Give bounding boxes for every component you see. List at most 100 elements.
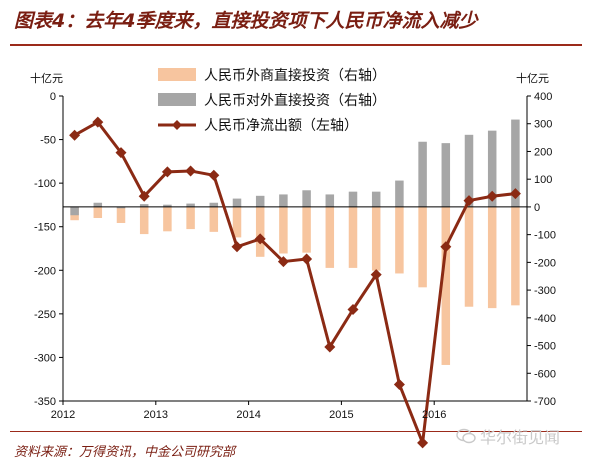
net-outflow-point-2012-07 bbox=[115, 147, 127, 159]
inward-fdi-bar-2014-10 bbox=[325, 206, 335, 268]
outward-odi-bar-2015-04 bbox=[371, 191, 381, 207]
outward-odi-bar-2014-10 bbox=[325, 194, 335, 207]
net-outflow-polyline bbox=[73, 120, 516, 445]
outward-odi-bar-2015-07 bbox=[395, 180, 404, 207]
inward-fdi-bar-2013-07 bbox=[209, 206, 219, 232]
outward-odi-bar-2012-04 bbox=[93, 202, 103, 207]
right-tick-label: -300 bbox=[534, 285, 556, 297]
inward-fdi-bar-2016-01 bbox=[441, 206, 451, 365]
inward-fdi-bar-2014-04 bbox=[279, 206, 288, 254]
net-outflow-point-2016-04 bbox=[463, 195, 475, 207]
net-outflow-point-2016-01 bbox=[440, 241, 452, 253]
net-outflow-point-2014-04 bbox=[277, 256, 289, 268]
watermark: 华尔街见闻 bbox=[456, 424, 560, 448]
legend-swatch-net-marker bbox=[172, 120, 182, 130]
legend-swatch-outward bbox=[158, 93, 196, 106]
inward-fdi-bars bbox=[70, 206, 520, 365]
right-tick-label: -100 bbox=[534, 230, 556, 242]
outward-odi-bar-2014-01 bbox=[255, 195, 265, 207]
legend-label: 人民币对外直接投资（右轴） bbox=[204, 92, 386, 109]
inward-fdi-bar-2013-10 bbox=[232, 206, 242, 238]
net-outflow-point-2016-07 bbox=[486, 190, 498, 202]
inward-fdi-bar-2012-10 bbox=[139, 206, 149, 235]
net-outflow-point-2013-01 bbox=[161, 166, 173, 178]
title-rule bbox=[10, 44, 582, 46]
right-tick-label: 400 bbox=[534, 91, 552, 103]
outward-odi-bar-2015-10 bbox=[418, 141, 427, 207]
inward-fdi-bar-2016-04 bbox=[464, 206, 474, 307]
outward-odi-bar-2015-01 bbox=[348, 191, 358, 207]
x-tick-label: 2015 bbox=[329, 409, 353, 421]
inward-fdi-bar-2015-01 bbox=[348, 206, 358, 268]
x-tick-label: 2014 bbox=[236, 409, 260, 421]
outward-odi-bar-2013-07 bbox=[209, 202, 219, 207]
net-outflow-point-2012-10 bbox=[138, 190, 150, 202]
right-tick-label: 100 bbox=[534, 174, 552, 186]
outward-odi-bar-2016-10 bbox=[511, 119, 520, 207]
outward-odi-bar-2012-10 bbox=[139, 204, 149, 207]
right-tick-label: -500 bbox=[534, 341, 556, 353]
right-tick-label: 200 bbox=[534, 146, 552, 158]
inward-fdi-bar-2016-10 bbox=[511, 206, 520, 306]
left-tick-label: -50 bbox=[40, 135, 56, 147]
outward-odi-bar-2013-01 bbox=[163, 204, 172, 207]
legend-label: 人民币外商直接投资（右轴） bbox=[204, 67, 386, 84]
net-outflow-line bbox=[69, 116, 521, 449]
legend-label: 人民币净流出额（左轴） bbox=[204, 118, 358, 134]
outward-odi-bar-2016-04 bbox=[464, 134, 474, 207]
x-tick-label: 2012 bbox=[51, 409, 75, 421]
inward-fdi-bar-2015-04 bbox=[371, 206, 381, 271]
inward-fdi-bar-2012-07 bbox=[116, 206, 126, 223]
right-axis-unit: 十亿元 bbox=[516, 71, 549, 85]
left-axis-unit: 十亿元 bbox=[30, 71, 63, 85]
left-tick-label: -150 bbox=[34, 222, 56, 234]
net-outflow-point-2013-07 bbox=[208, 169, 220, 181]
inward-fdi-bar-2016-07 bbox=[487, 206, 497, 309]
inward-fdi-bar-2014-01 bbox=[255, 206, 265, 257]
tick-labels: 0 -50 -100 -150 -200 -250 -300 -350 400 300 200 100… bbox=[30, 71, 556, 421]
right-tick-label: -600 bbox=[534, 368, 556, 380]
left-tick-label: 0 bbox=[50, 91, 56, 103]
net-outflow-point-2014-01 bbox=[254, 233, 266, 245]
outward-odi-bar-2013-04 bbox=[186, 203, 195, 207]
net-outflow-point-2013-04 bbox=[185, 165, 197, 177]
inward-fdi-bar-2014-07 bbox=[302, 206, 311, 253]
outward-odi-bar-2013-10 bbox=[232, 198, 242, 207]
source-note: 资料来源：万得资讯，中金公司研究部 bbox=[14, 445, 236, 460]
outward-odi-bars bbox=[70, 119, 520, 216]
x-tick-label: 2013 bbox=[144, 409, 168, 421]
inward-fdi-bar-2015-07 bbox=[395, 206, 404, 274]
outward-odi-bar-2012-07 bbox=[116, 206, 126, 209]
inward-fdi-bar-2013-04 bbox=[186, 206, 195, 230]
outward-odi-bar-2014-04 bbox=[279, 194, 288, 207]
left-tick-label: -200 bbox=[34, 265, 56, 277]
right-tick-label: 0 bbox=[534, 202, 540, 214]
legend: 人民币外商直接投资（右轴） 人民币对外直接投资（右轴） 人民币净流出额（左轴） bbox=[158, 67, 386, 134]
net-outflow-point-2012-04 bbox=[92, 116, 104, 128]
footer-rule bbox=[10, 431, 582, 432]
x-tick-label: 2016 bbox=[422, 409, 446, 421]
left-tick-label: -300 bbox=[34, 352, 56, 364]
outward-odi-bar-2016-01 bbox=[441, 143, 451, 207]
inward-fdi-bar-2015-10 bbox=[418, 206, 427, 288]
right-tick-label: -700 bbox=[534, 396, 556, 408]
inward-fdi-bar-2013-01 bbox=[163, 206, 172, 232]
net-outflow-point-2015-04 bbox=[370, 269, 382, 281]
net-outflow-point-2012-01 bbox=[69, 129, 81, 141]
net-outflow-point-2015-10 bbox=[417, 437, 429, 449]
net-outflow-point-2014-07 bbox=[301, 253, 313, 265]
left-tick-label: -250 bbox=[34, 309, 56, 321]
outward-odi-bar-2016-07 bbox=[487, 130, 497, 207]
net-outflow-point-2015-07 bbox=[393, 378, 405, 390]
page-title: 图表4：去年4季度来，直接投资项下人民币净流入减少 bbox=[14, 10, 478, 32]
legend-swatch-inward bbox=[158, 68, 196, 81]
outward-odi-bar-2012-01 bbox=[70, 206, 79, 216]
chat-bubble-icon bbox=[456, 428, 476, 444]
net-outflow-point-2014-10 bbox=[324, 341, 336, 353]
right-tick-label: 300 bbox=[534, 119, 552, 131]
left-tick-label: -350 bbox=[34, 396, 56, 408]
watermark-text: 华尔街见闻 bbox=[480, 428, 561, 447]
inward-fdi-bar-2012-04 bbox=[93, 206, 103, 218]
outward-odi-bar-2014-07 bbox=[302, 190, 311, 207]
